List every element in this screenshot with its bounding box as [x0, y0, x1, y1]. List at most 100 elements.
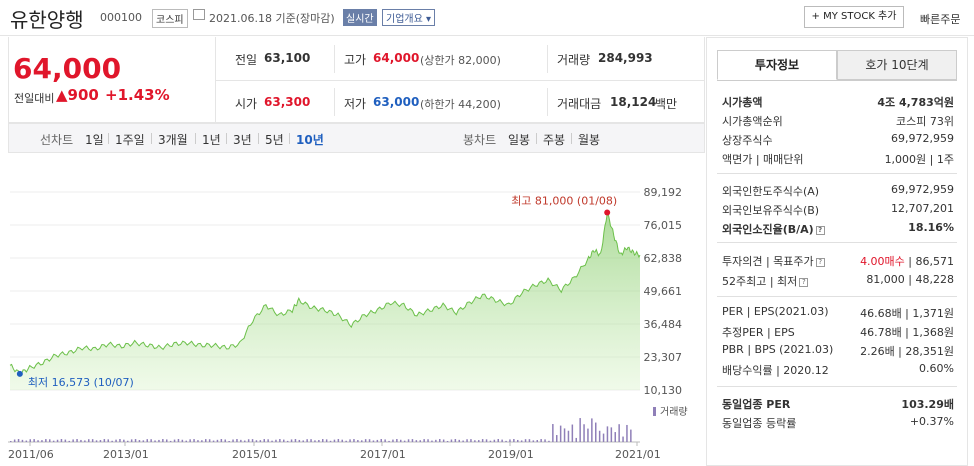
- period-tab-1d[interactable]: 1일: [85, 133, 104, 147]
- help-icon[interactable]: ?: [815, 225, 825, 235]
- volume-bar: [559, 425, 562, 442]
- volume-bar: [431, 440, 433, 442]
- change-label: 전일대비: [14, 92, 55, 105]
- company-info-label: 기업개요: [386, 14, 423, 25]
- volume-bar: [138, 440, 141, 442]
- volume-bar: [411, 439, 414, 442]
- industry-rate-value: +0.37%: [909, 415, 954, 428]
- industry-rate-label[interactable]: 동일업종 등락률: [722, 417, 797, 430]
- per-eps-value: 46.68배 | 1,371원: [860, 307, 954, 320]
- volume-bar: [181, 439, 184, 442]
- volume-bar: [552, 424, 554, 442]
- market-cap-rank-label[interactable]: 시가총액순위: [722, 115, 783, 128]
- volume-bar: [154, 440, 156, 442]
- volume-bar: [279, 439, 281, 442]
- volume-bar: [72, 439, 74, 442]
- max-marker: [604, 209, 611, 216]
- industry-per-label[interactable]: 동일업종 PER: [722, 398, 791, 411]
- pbr-bps-value: 2.26배 | 28,351원: [860, 345, 954, 358]
- help-icon[interactable]: ?: [799, 277, 809, 287]
- volume-bar: [571, 424, 574, 442]
- price-area-fill: [10, 213, 640, 390]
- realtime-button[interactable]: 실시간: [343, 9, 377, 26]
- volume-bar: [446, 440, 449, 442]
- min-marker: [16, 370, 23, 377]
- industry-per-value: 103.29배: [901, 398, 954, 411]
- volume-bar: [134, 439, 137, 442]
- volume-bar: [150, 439, 152, 442]
- volume-bar: [349, 439, 351, 442]
- tab-investment-info[interactable]: 투자정보: [717, 50, 837, 80]
- y-tick-label: 62,838: [644, 252, 683, 265]
- volume-bar: [13, 439, 16, 442]
- volume-bar: [247, 439, 250, 442]
- x-tick-label: 2011/06: [8, 448, 54, 461]
- divider: [547, 45, 548, 73]
- tab-separator: [289, 133, 290, 144]
- help-icon[interactable]: ?: [815, 257, 825, 267]
- volume-bar: [212, 440, 215, 442]
- price-line: [9, 212, 641, 377]
- volume-bar: [255, 440, 258, 442]
- y-axis-ticks: 89,192 76,015 62,838 49,661 36,484 23,307 10,1…: [644, 186, 683, 397]
- foreign-limit-value: 69,972,959: [891, 183, 954, 196]
- period-tab-3y[interactable]: 3년: [233, 133, 252, 147]
- divider: [547, 88, 548, 116]
- volume-bar: [21, 439, 24, 442]
- volume-bar: [189, 439, 191, 442]
- volume-bar: [583, 424, 585, 442]
- volume-bar: [127, 440, 129, 442]
- volume-bar: [380, 439, 382, 442]
- volume-bar: [497, 439, 499, 442]
- x-tick-label: 2015/01: [232, 448, 278, 461]
- lower-limit: (하한가 44,200): [420, 98, 501, 111]
- volume-bar: [528, 439, 531, 442]
- candle-tab-weekly[interactable]: 주봉: [543, 133, 566, 147]
- volume-bar: [224, 439, 226, 442]
- x-tick-label: 2019/01: [488, 448, 534, 461]
- candle-tab-monthly[interactable]: 월봉: [578, 133, 601, 147]
- candle-tab-daily[interactable]: 일봉: [508, 133, 531, 147]
- x-axis-ticks: 2011/06 2013/01 2015/01 2017/01 2019/01 2021/…: [8, 442, 661, 461]
- amount-label: 거래대금: [557, 97, 602, 111]
- period-tab-3m[interactable]: 3개월: [158, 133, 188, 147]
- volume-bar: [427, 439, 429, 442]
- volume-bar: [579, 418, 581, 442]
- volume-bar: [107, 439, 109, 442]
- tab-separator: [571, 133, 572, 144]
- company-info-dropdown[interactable]: 기업개요 ▾: [382, 9, 436, 26]
- tab-separator: [195, 133, 196, 144]
- volume-bar: [384, 439, 386, 442]
- volume-bar: [407, 439, 410, 442]
- opinion-text: 투자의견 | 목표주가: [722, 255, 814, 268]
- period-tab-10y[interactable]: 10년: [296, 133, 324, 147]
- par-value-label: 액면가 | 매매단위: [722, 153, 804, 166]
- tab-order-book[interactable]: 호가 10단계: [837, 50, 957, 80]
- volume-bar: [49, 439, 51, 442]
- divider: [717, 242, 957, 243]
- period-tab-5y[interactable]: 5년: [265, 133, 284, 147]
- volume-bar: [423, 439, 425, 442]
- period-tab-1w[interactable]: 1주일: [115, 133, 145, 147]
- volume-bar: [17, 439, 20, 442]
- volume-bar: [177, 439, 180, 442]
- volume-bar: [493, 439, 496, 442]
- add-my-stock-button[interactable]: + MY STOCK 추가: [804, 6, 904, 28]
- y-tick-label: 89,192: [644, 186, 683, 199]
- volume-bar: [298, 439, 301, 442]
- volume-bar: [364, 439, 367, 442]
- period-tab-1y[interactable]: 1년: [202, 133, 221, 147]
- volume-bar: [45, 439, 47, 442]
- market-cap-value: 4조 4,783억원: [877, 96, 954, 109]
- volume-value: 284,993: [598, 51, 653, 65]
- open-label: 시가: [235, 97, 258, 111]
- volume-bar: [220, 439, 223, 442]
- volume-bar: [197, 440, 199, 442]
- amount-value: 18,124: [610, 95, 657, 109]
- volume-bar: [201, 440, 203, 442]
- volume-bar: [540, 439, 542, 442]
- quick-order-button[interactable]: 빠른주문: [920, 13, 961, 26]
- volume-bar: [185, 440, 187, 442]
- volume-bar: [478, 440, 480, 442]
- volume-bar: [442, 439, 445, 442]
